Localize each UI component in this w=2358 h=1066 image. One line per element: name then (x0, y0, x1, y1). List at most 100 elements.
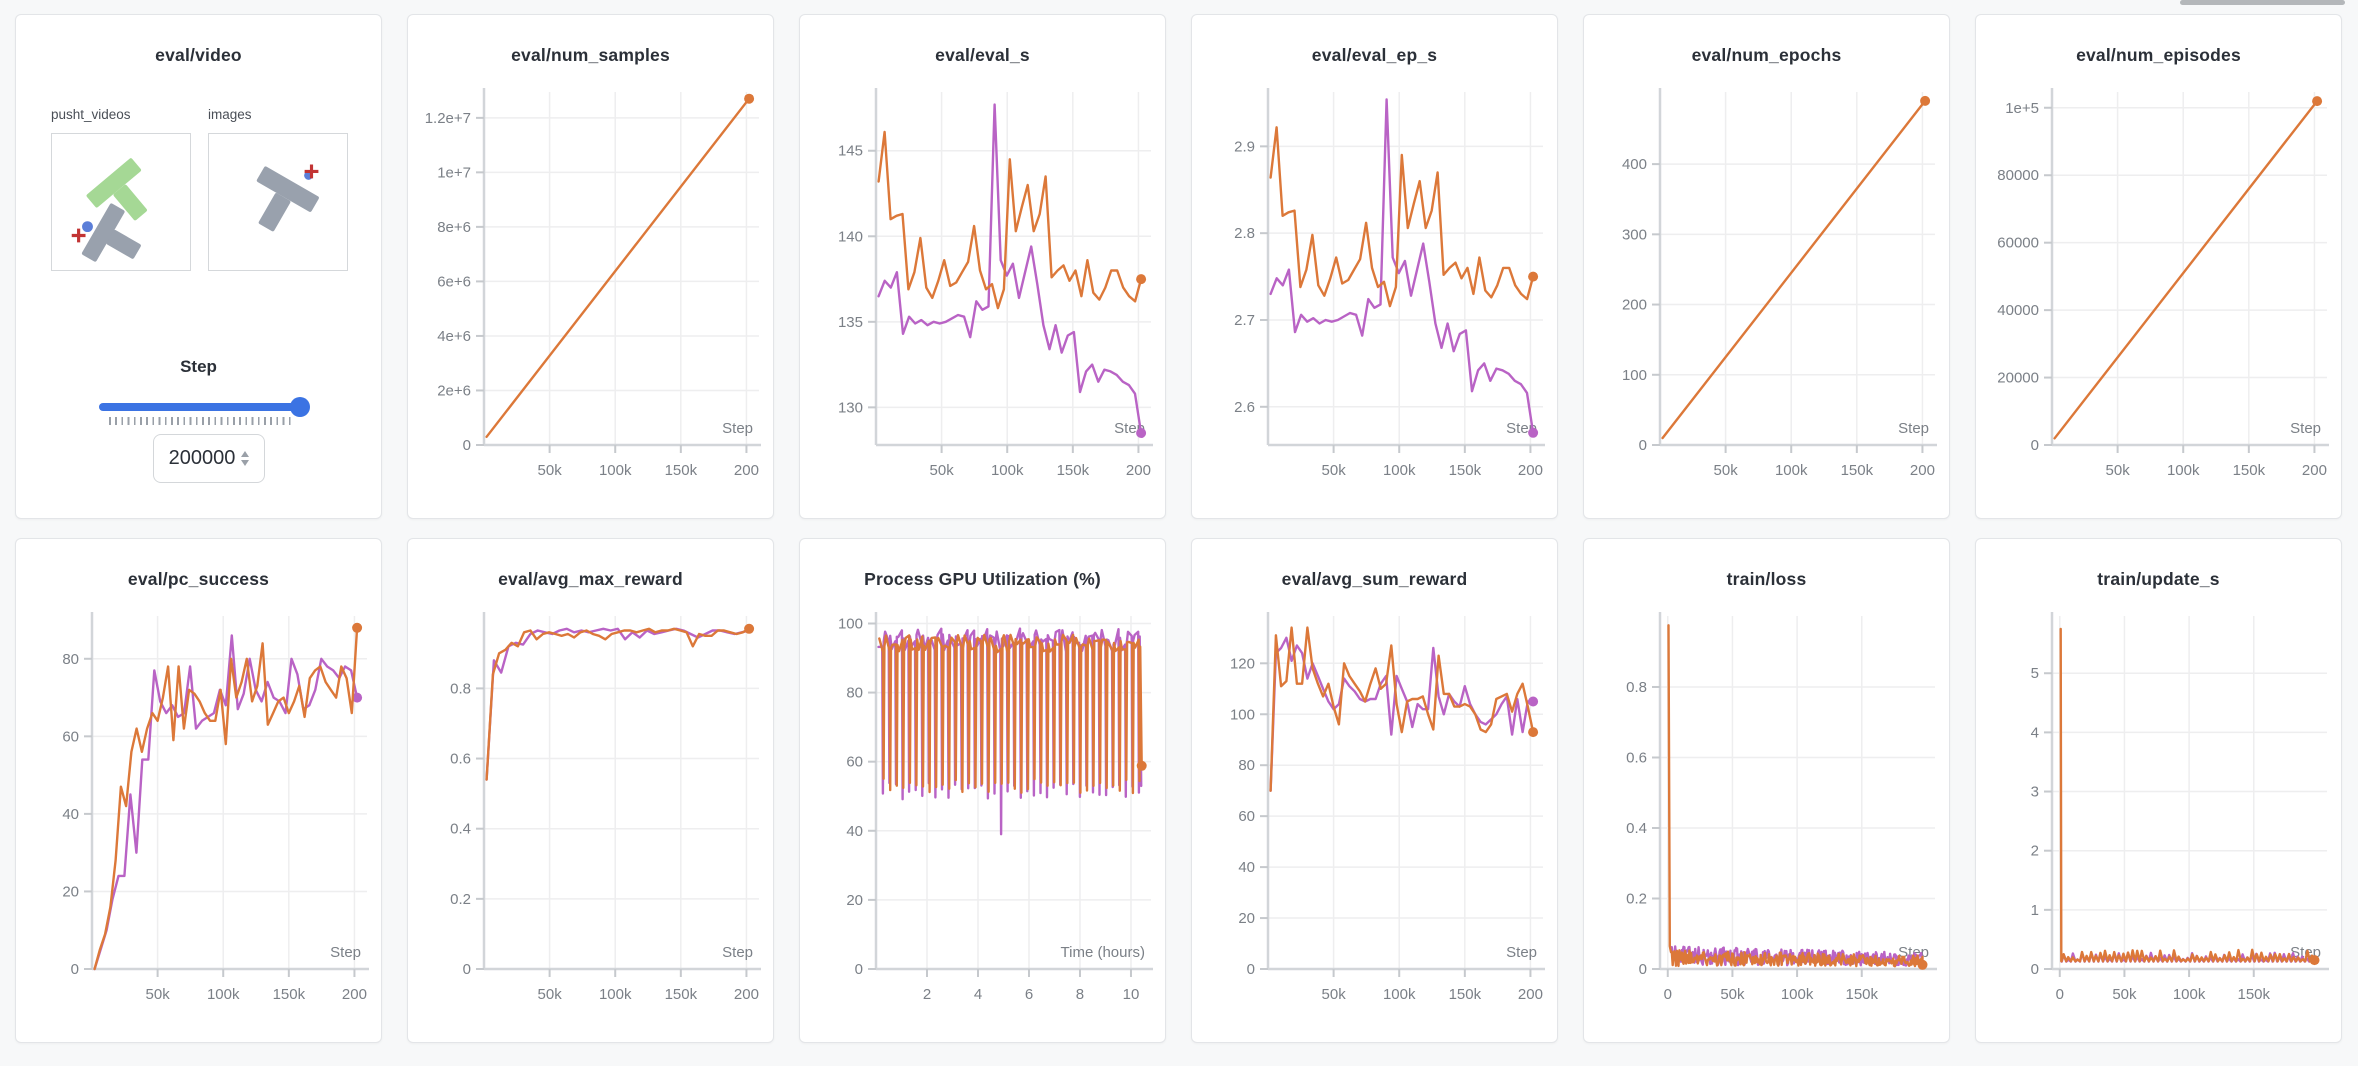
svg-text:300: 300 (1622, 226, 1647, 243)
svg-text:1.2e+7: 1.2e+7 (425, 110, 471, 127)
svg-text:Step: Step (1898, 420, 1929, 437)
svg-text:Step: Step (722, 420, 753, 437)
svg-text:100k: 100k (991, 462, 1024, 479)
svg-text:150k: 150k (1449, 986, 1482, 1003)
svg-text:6: 6 (1025, 986, 1033, 1003)
svg-text:2.9: 2.9 (1234, 138, 1255, 155)
chart-canvas[interactable]: 50k 100k 150k 200 0 20000 40000 60000 80000 1e+5 S… (1976, 78, 2342, 513)
gray-t-block (81, 203, 141, 262)
slider-thumb[interactable] (290, 397, 310, 417)
slider-track[interactable] (99, 397, 310, 417)
images-scene-image (256, 164, 319, 232)
chart-title: eval/pc_success (127, 569, 270, 589)
chart-panel-train_update_s[interactable]: train/update_s 0 50k 100k 150k 0 1 2 3 4 5 Step (1975, 538, 2342, 1043)
svg-text:80000: 80000 (1997, 167, 2039, 184)
svg-text:20: 20 (1238, 910, 1255, 927)
pusht-video-thumbnail[interactable] (51, 133, 191, 271)
svg-text:50k: 50k (538, 462, 563, 479)
chart-title: eval/eval_s (935, 45, 1030, 65)
chart-panel-avg_max_reward[interactable]: eval/avg_max_reward 50k 100k 150k 200 0 0.2 0.… (407, 538, 774, 1043)
images-thumbnail[interactable] (208, 133, 348, 271)
svg-text:50k: 50k (2112, 986, 2137, 1003)
svg-text:4e+6: 4e+6 (437, 328, 471, 345)
svg-text:0: 0 (1639, 961, 1647, 978)
chart-canvas[interactable]: 50k 100k 150k 200 0 2e+6 4e+6 6e+6 8e+6 1e+7 1.2e+… (408, 78, 774, 513)
svg-text:0: 0 (2031, 437, 2039, 454)
chart-panel-num_samples[interactable]: eval/num_samples 50k 100k 150k 200 0 2e+6 4e+6… (407, 14, 774, 519)
svg-text:100: 100 (1622, 367, 1647, 384)
svg-text:8: 8 (1076, 986, 1084, 1003)
svg-text:130: 130 (838, 399, 863, 416)
chart-panel-eval_ep_s[interactable]: eval/eval_ep_s 50k 100k 150k 200 2.6 2.7 2.8 2.… (1191, 14, 1558, 519)
svg-text:50k: 50k (538, 986, 563, 1003)
video-panel[interactable]: eval/video pusht_videos images (15, 14, 382, 519)
chart-title: eval/num_epochs (1691, 45, 1842, 65)
svg-text:200: 200 (1518, 462, 1543, 479)
svg-text:0.8: 0.8 (450, 680, 471, 697)
chart-panel-train_loss[interactable]: train/loss 0 50k 100k 150k 0 0.2 0.4 0.6 0.8 Step (1583, 538, 1950, 1043)
svg-text:150k: 150k (1845, 986, 1878, 1003)
chart-panel-num_epochs[interactable]: eval/num_epochs 50k 100k 150k 200 0 100 200 300… (1583, 14, 1950, 519)
svg-text:2.7: 2.7 (1234, 312, 1255, 329)
horizontal-scrollbar[interactable] (2180, 0, 2345, 5)
svg-text:0.2: 0.2 (450, 891, 471, 908)
svg-text:50k: 50k (2106, 462, 2131, 479)
chart-title: eval/avg_max_reward (498, 569, 683, 589)
svg-text:50k: 50k (1714, 462, 1739, 479)
svg-text:0: 0 (71, 961, 79, 978)
gray-t-block (256, 166, 319, 232)
chart-panel-pc_success[interactable]: eval/pc_success 50k 100k 150k 200 0 20 40 60 80 S… (15, 538, 382, 1043)
svg-text:40: 40 (846, 823, 863, 840)
step-down-icon[interactable] (241, 460, 250, 466)
svg-text:0.4: 0.4 (1626, 820, 1647, 837)
step-value-input[interactable]: 200000 (153, 434, 265, 483)
svg-text:200: 200 (734, 986, 759, 1003)
svg-text:0: 0 (855, 961, 863, 978)
svg-text:100k: 100k (1775, 462, 1808, 479)
svg-text:1e+5: 1e+5 (2005, 100, 2039, 117)
agent-dot (82, 221, 93, 233)
step-slider[interactable] (99, 397, 310, 425)
svg-text:0.8: 0.8 (1626, 679, 1647, 696)
pusht-scene-image (71, 158, 147, 262)
svg-text:50k: 50k (1322, 462, 1347, 479)
green-t-block (86, 158, 147, 221)
svg-text:200: 200 (2302, 462, 2327, 479)
svg-text:100k: 100k (2167, 462, 2200, 479)
stepper-buttons[interactable] (241, 451, 250, 466)
chart-panel-avg_sum_reward[interactable]: eval/avg_sum_reward 50k 100k 150k 200 0 20 40 6… (1191, 538, 1558, 1043)
svg-text:2.6: 2.6 (1234, 399, 1255, 416)
svg-text:60: 60 (846, 754, 863, 771)
step-up-icon[interactable] (241, 451, 250, 457)
chart-panel-eval_s[interactable]: eval/eval_s 50k 100k 150k 200 130 135 140 145 St… (799, 14, 1166, 519)
svg-text:8e+6: 8e+6 (437, 219, 471, 236)
svg-text:80: 80 (1238, 757, 1255, 774)
svg-text:20: 20 (62, 883, 79, 900)
svg-text:0: 0 (1639, 437, 1647, 454)
media-label-pusht-videos: pusht_videos (51, 107, 131, 122)
chart-title: train/loss (1726, 569, 1807, 589)
svg-text:100k: 100k (599, 462, 632, 479)
svg-text:0.2: 0.2 (1626, 890, 1647, 907)
chart-canvas[interactable]: 50k 100k 150k 200 0 20 40 60 80 100 120 Step (1192, 602, 1558, 1037)
svg-text:100k: 100k (1781, 986, 1814, 1003)
svg-text:150k: 150k (1841, 462, 1874, 479)
svg-text:150k: 150k (1449, 462, 1482, 479)
svg-text:0.6: 0.6 (1626, 749, 1647, 766)
svg-text:1: 1 (2031, 902, 2039, 919)
chart-panel-gpu_util[interactable]: Process GPU Utilization (%) 2 4 6 8 10 0 20 40 6… (799, 538, 1166, 1043)
svg-text:40000: 40000 (1997, 302, 2039, 319)
svg-text:20: 20 (846, 892, 863, 909)
svg-text:20000: 20000 (1997, 370, 2039, 387)
chart-panel-num_episodes[interactable]: eval/num_episodes 50k 100k 150k 200 0 20000 40… (1975, 14, 2342, 519)
chart-canvas[interactable]: 50k 100k 150k 200 0 0.2 0.4 0.6 0.8 Step (408, 602, 774, 1037)
svg-text:40: 40 (1238, 859, 1255, 876)
chart-canvas[interactable]: 50k 100k 150k 200 0 20 40 60 80 Step (16, 602, 382, 1037)
chart-canvas[interactable]: 50k 100k 150k 200 0 100 200 300 400 Step (1584, 78, 1950, 513)
